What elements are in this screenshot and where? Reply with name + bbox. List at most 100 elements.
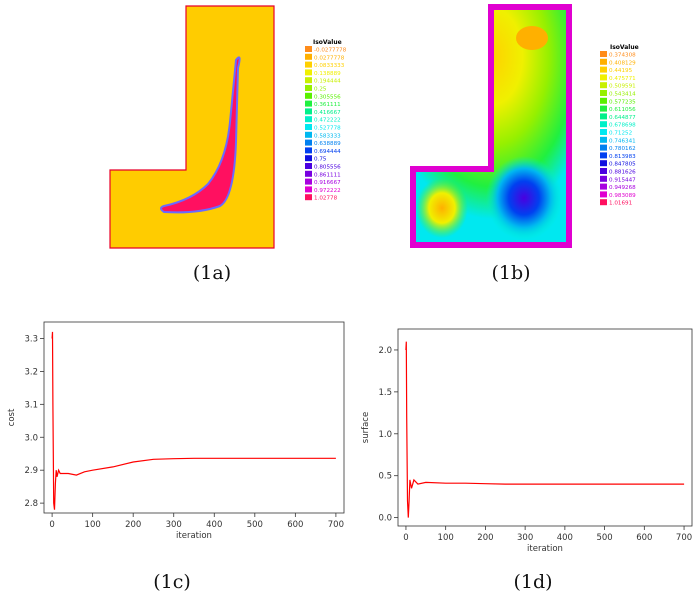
hotspot-corner — [486, 156, 562, 240]
y-tick-label: 1.5 — [378, 388, 392, 398]
legend-swatch — [600, 105, 607, 112]
legend-label: 0.408129 — [609, 60, 636, 66]
y-tick-label: 3.0 — [24, 433, 38, 443]
l-shape-domain — [109, 5, 275, 249]
legend-label: 0.805556 — [314, 165, 341, 171]
x-tick-label: 400 — [557, 533, 573, 543]
plot-frame — [43, 321, 345, 514]
legend-label: 0.583333 — [314, 133, 341, 139]
legend-swatch — [600, 90, 607, 96]
figure-1a: IsoValue -0.0277778 0.0277778 0.0833333 0.1… — [108, 2, 398, 252]
legend-title: IsoValue — [610, 44, 639, 51]
material-region — [160, 56, 241, 214]
legend-title: IsoValue — [313, 39, 342, 46]
x-tick-label: 200 — [125, 520, 141, 530]
legend-swatch — [305, 53, 312, 60]
y-axis-label: surface — [361, 412, 371, 443]
plot-frame — [397, 328, 693, 527]
figure-1b: IsoValue 0.374308 0.408129 0.44195 0.475771… — [408, 2, 648, 252]
legend-label: 0.983089 — [609, 193, 636, 199]
x-axis-label: iteration — [176, 531, 212, 541]
legend-swatch — [305, 178, 312, 185]
legend-label: -0.0277778 — [314, 48, 347, 54]
legend-swatch — [305, 61, 312, 68]
legend-swatch — [305, 163, 312, 169]
legend-label: 0.527778 — [314, 126, 341, 132]
legend-label: 0.305556 — [314, 94, 341, 100]
caption-1c: (1c) — [153, 571, 191, 593]
legend-swatch — [600, 129, 607, 135]
legend-label: 0.644877 — [609, 115, 636, 121]
x-tick-label: 200 — [477, 533, 493, 543]
legend-label: 0.0833333 — [314, 63, 345, 69]
y-tick-label: 0.0 — [378, 514, 392, 524]
legend-swatch — [600, 152, 607, 159]
legend-swatch — [600, 51, 607, 57]
legend-swatch — [600, 168, 607, 174]
legend-label: 0.949268 — [609, 185, 636, 191]
legend-swatch — [305, 124, 312, 130]
y-tick-label: 3.2 — [24, 367, 38, 377]
y-axis-label: cost — [7, 408, 17, 426]
legend-swatch — [305, 69, 312, 76]
y-tick-label: 2.8 — [24, 499, 38, 509]
legend-swatch — [305, 155, 312, 162]
y-tick-label: 0.5 — [378, 472, 392, 482]
legend-swatch — [600, 160, 607, 167]
x-tick-label: 700 — [676, 533, 692, 543]
series-line — [51, 331, 336, 510]
legend-label: 0.638889 — [314, 141, 341, 147]
legend-swatch — [600, 199, 607, 206]
x-axis-label: iteration — [527, 544, 563, 554]
x-tick-label: 0 — [49, 520, 54, 530]
legend-label: 0.813983 — [609, 154, 636, 160]
chart-surface: 0 100 200 300 400 500 600 700 0.0 0.5 1.0 1.5 2.0 ite… — [358, 325, 694, 565]
x-tick-label: 600 — [287, 520, 303, 530]
legend-swatch — [305, 77, 312, 84]
legend-swatch — [600, 58, 607, 65]
legend-label: 0.138889 — [314, 71, 341, 77]
legend-label: 0.194444 — [314, 79, 341, 85]
legend-swatch — [600, 136, 607, 143]
legend-swatch — [305, 186, 312, 193]
legend-label: 0.543414 — [609, 92, 636, 98]
legend-swatch — [600, 74, 607, 81]
legend-label: 0.847805 — [609, 162, 636, 168]
hotspot-left — [416, 178, 468, 238]
legend-label: 0.972222 — [314, 188, 341, 194]
legend-swatch — [305, 139, 312, 146]
legend-label: 0.881626 — [609, 170, 636, 176]
legend-label: 0.915447 — [609, 177, 636, 183]
legend-swatch — [305, 131, 312, 138]
legend-swatch — [305, 108, 312, 115]
legend-swatch — [305, 92, 312, 99]
caption-1b: (1b) — [491, 262, 531, 284]
y-tick-label: 3.1 — [24, 400, 38, 410]
x-tick-label: 300 — [166, 520, 182, 530]
legend-label: 0.678698 — [609, 123, 636, 129]
x-tick-label: 100 — [85, 520, 101, 530]
legend-label: 0.509591 — [609, 84, 636, 90]
caption-1d: (1d) — [513, 571, 553, 593]
legend-label: 0.0277778 — [314, 55, 345, 61]
legend-swatch — [305, 170, 312, 177]
legend-swatch — [600, 113, 607, 120]
x-tick-label: 700 — [328, 520, 344, 530]
legend-label: 0.746341 — [609, 138, 636, 144]
chart-cost: 0 100 200 300 400 500 600 700 2.8 2.9 3.0 3.1 3.2 3.3… — [0, 318, 350, 560]
caption-1a: (1a) — [192, 262, 232, 284]
legend-label: 0.577235 — [609, 99, 636, 105]
series-line — [405, 341, 685, 518]
legend-label: 0.374308 — [609, 53, 636, 59]
legend-label: 0.416667 — [314, 110, 341, 116]
legend-swatch — [600, 191, 607, 198]
x-tick-label: 400 — [206, 520, 222, 530]
x-tick-label: 100 — [438, 533, 454, 543]
legend-label: 0.611056 — [609, 107, 636, 113]
legend-label: 0.361111 — [314, 102, 341, 108]
y-tick-label: 3.3 — [24, 334, 38, 344]
x-tick-label: 500 — [596, 533, 612, 543]
legend-swatch — [305, 46, 312, 52]
